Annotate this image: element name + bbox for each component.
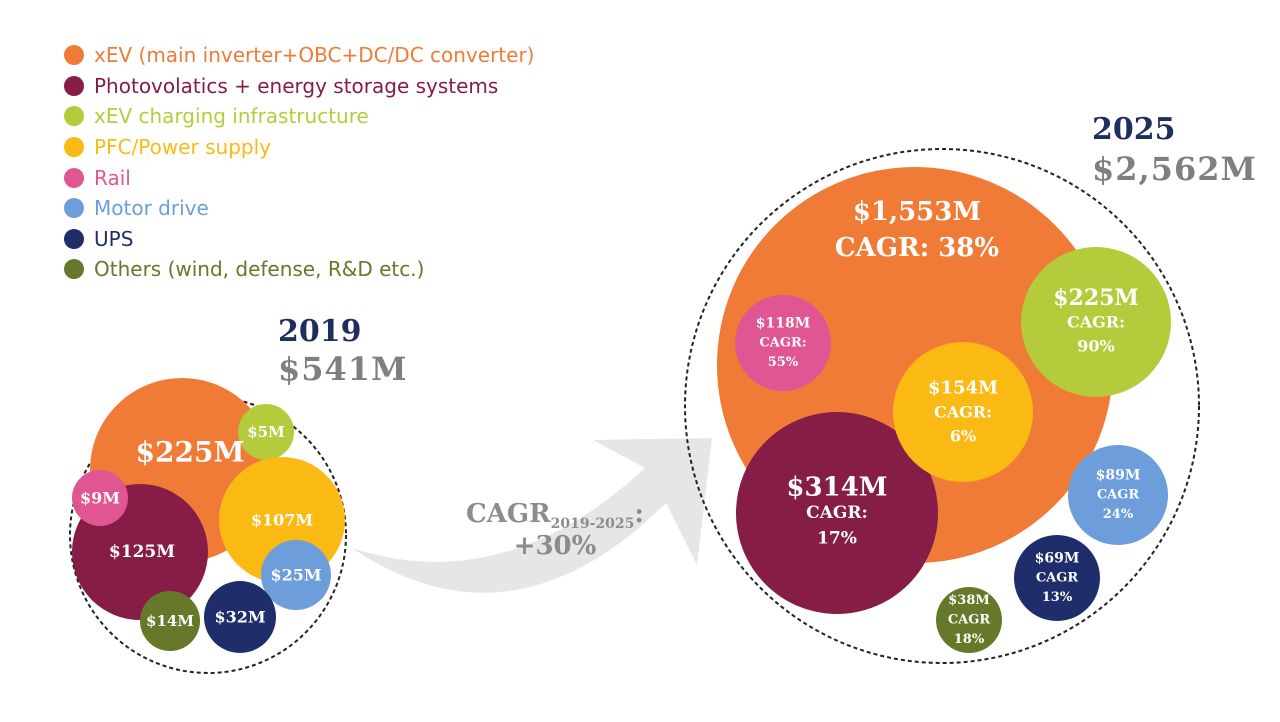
legend-label-rail: Rail <box>94 165 131 190</box>
legend-label-charging: xEV charging infrastructure <box>94 104 369 129</box>
bubble-2025-photovoltaics-cagr: CAGR: <box>806 503 868 523</box>
bubble-2019-charging-value: $5M <box>247 423 284 441</box>
legend-dot-charging <box>64 106 84 127</box>
legend-dot-others <box>64 259 84 280</box>
legend-label-photovoltaics: Photovolatics + energy storage systems <box>94 73 499 98</box>
bubble-2025-others-cagr: CAGR <box>948 613 991 628</box>
total-2019-label: $541M <box>278 350 408 388</box>
legend-dot-motor <box>64 198 84 219</box>
growth-label: CAGR2019-2025: +30% <box>440 499 670 562</box>
legend-item-photovoltaics: Photovolatics + energy storage systems <box>64 71 534 102</box>
bubble-2025-others-value: $38M <box>948 593 990 608</box>
legend-dot-photovoltaics <box>64 75 84 96</box>
bubble-2019-charging <box>238 404 294 460</box>
bubble-2025-motor-cagr: CAGR <box>1097 488 1140 503</box>
outer-circle-2019 <box>69 396 347 674</box>
legend-item-rail: Rail <box>64 162 534 193</box>
bubble-2025-charging <box>1021 247 1171 397</box>
bubble-2025-ups-cagr: CAGR <box>1036 571 1079 586</box>
year-2019-label: 2019 <box>278 314 362 349</box>
legend-item-motor: Motor drive <box>64 193 534 224</box>
bubble-2025-photovoltaics <box>736 412 938 614</box>
bubble-2019-xev-value: $225M <box>136 436 245 469</box>
bubble-2025-charging-cagr: CAGR: <box>1067 313 1125 332</box>
legend-label-motor: Motor drive <box>94 196 209 221</box>
bubble-2025-others-cagr-value: 18% <box>954 632 985 647</box>
bubbles-2019: $225M $125M $5M $107M $9M $25M $32M $14M <box>69 378 347 674</box>
legend: xEV (main inverter+OBC+DC/DC converter) … <box>64 40 534 285</box>
bubble-2019-others-value: $14M <box>146 612 194 630</box>
bubble-2019-rail <box>72 470 128 526</box>
legend-item-charging: xEV charging infrastructure <box>64 101 534 132</box>
legend-label-ups: UPS <box>94 226 134 251</box>
bubble-2019-pfc-value: $107M <box>251 511 313 530</box>
bubble-2025-ups-cagr-value: 13% <box>1042 590 1073 605</box>
bubble-2019-motor <box>261 540 331 610</box>
legend-item-xev: xEV (main inverter+OBC+DC/DC converter) <box>64 40 534 71</box>
bubble-2025-pfc-value: $154M <box>928 378 998 399</box>
bubble-2025-others <box>936 587 1002 653</box>
bubble-2025-photovoltaics-value: $314M <box>786 473 887 503</box>
growth-cagr-prefix: CAGR <box>465 499 551 529</box>
bubble-2025-rail-value: $118M <box>756 316 810 332</box>
bubble-2025-ups-value: $69M <box>1035 551 1080 567</box>
bubble-2025-rail <box>735 295 831 391</box>
legend-dot-ups <box>64 228 84 249</box>
bubble-2019-ups-value: $32M <box>214 608 265 627</box>
legend-item-others: Others (wind, defense, R&D etc.) <box>64 254 534 285</box>
year-2025-label: 2025 <box>1092 112 1176 147</box>
legend-item-pfc: PFC/Power supply <box>64 132 534 163</box>
legend-label-xev: xEV (main inverter+OBC+DC/DC converter) <box>94 43 535 68</box>
bubble-2019-photovoltaics-value: $125M <box>109 542 175 562</box>
bubble-2025-xev-cagr: CAGR: 38% <box>835 233 1000 263</box>
legend-dot-rail <box>64 167 84 188</box>
growth-cagr-colon: : <box>634 499 645 529</box>
bubble-2019-others <box>140 591 200 651</box>
bubble-2025-pfc-cagr: CAGR: <box>934 403 992 422</box>
bubble-2019-ups <box>204 581 276 653</box>
bubble-2019-motor-value: $25M <box>270 566 321 585</box>
growth-arrow <box>352 438 712 593</box>
legend-label-others: Others (wind, defense, R&D etc.) <box>94 257 425 282</box>
legend-item-ups: UPS <box>64 224 534 255</box>
legend-dot-xev <box>64 45 84 66</box>
bubble-2025-pfc <box>893 342 1033 482</box>
bubble-2025-motor-cagr-value: 24% <box>1103 507 1134 522</box>
outer-circle-2025 <box>684 148 1200 664</box>
growth-cagr-value: +30% <box>513 531 597 562</box>
bubble-2025-motor-value: $89M <box>1096 468 1141 484</box>
growth-cagr-subscript: 2019-2025 <box>550 516 635 533</box>
legend-dot-pfc <box>64 137 84 158</box>
bubble-2025-xev-value: $1,553M <box>853 197 981 227</box>
bubble-2025-pfc-cagr-value: 6% <box>950 427 976 446</box>
total-2025-label: $2,562M <box>1092 150 1257 188</box>
bubble-2025-charging-value: $225M <box>1053 285 1139 311</box>
bubble-2025-ups <box>1014 535 1100 621</box>
growth-cagr-line: CAGR2019-2025: <box>440 499 670 533</box>
bubble-2025-motor <box>1068 445 1168 545</box>
legend-label-pfc: PFC/Power supply <box>94 135 271 160</box>
bubble-2019-rail-value: $9M <box>80 489 120 508</box>
bubble-2025-photovoltaics-cagr-value: 17% <box>817 529 857 549</box>
bubble-2025-rail-cagr-value: 55% <box>768 355 799 370</box>
bubble-2025-rail-cagr: CAGR: <box>759 336 806 351</box>
bubble-2025-charging-cagr-value: 90% <box>1077 337 1114 356</box>
